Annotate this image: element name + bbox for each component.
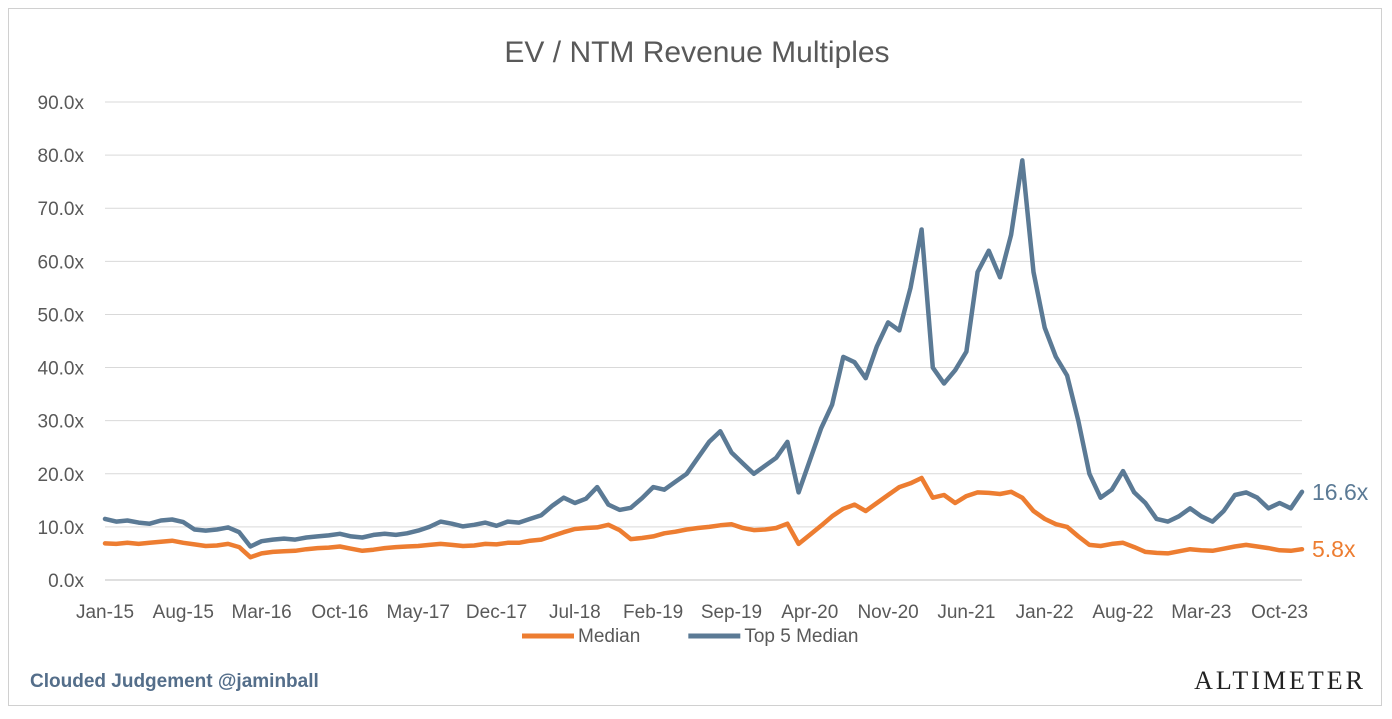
x-tick-label: Sep-19 [701, 602, 762, 623]
y-tick-label: 10.0x [38, 518, 85, 539]
y-tick-label: 80.0x [38, 146, 85, 167]
x-tick-label: Jan-22 [1016, 602, 1074, 623]
x-tick-label: Dec-17 [466, 602, 527, 623]
y-tick-label: 40.0x [38, 359, 85, 380]
x-tick-label: Apr-20 [781, 602, 838, 623]
brand-logo: ALTIMETER [1194, 666, 1366, 695]
y-tick-label: 90.0x [38, 93, 85, 114]
x-tick-label: Aug-22 [1092, 602, 1153, 623]
x-tick-label: Jun-21 [937, 602, 995, 623]
y-tick-label: 60.0x [38, 252, 85, 273]
x-tick-label: Nov-20 [857, 602, 918, 623]
legend-label: Top 5 Median [744, 626, 858, 647]
chart-frame [8, 8, 1382, 706]
y-tick-label: 30.0x [38, 412, 85, 433]
x-tick-label: Mar-16 [232, 602, 292, 623]
series-lines [102, 158, 1305, 560]
y-axis-ticks: 0.0x 10.0x 20.0x 30.0x 40.0x 50.0x 60.0x 70.0x 8… [38, 93, 85, 592]
gridlines [105, 101, 1302, 581]
chart-title: EV / NTM Revenue Multiples [504, 36, 889, 69]
end-value-label: 16.6x [1312, 479, 1369, 505]
x-tick-label: Aug-15 [153, 602, 214, 623]
x-tick-label: Jul-18 [549, 602, 601, 623]
legend: Median Top 5 Median [522, 626, 858, 647]
y-tick-label: 0.0x [48, 571, 84, 592]
x-tick-label: Jan-15 [76, 602, 134, 623]
legend-item: Top 5 Median [688, 626, 858, 647]
legend-label: Median [578, 626, 640, 647]
legend-item: Median [522, 626, 640, 647]
end-value-label: 5.8x [1312, 536, 1356, 562]
end-labels: 16.6x 5.8x [1312, 479, 1369, 562]
x-tick-label: Feb-19 [623, 602, 683, 623]
x-tick-label: Mar-23 [1171, 602, 1231, 623]
x-tick-label: Oct-23 [1251, 602, 1308, 623]
x-tick-label: May-17 [387, 602, 450, 623]
x-tick-label: Oct-16 [311, 602, 368, 623]
y-tick-label: 70.0x [38, 199, 85, 220]
y-tick-label: 50.0x [38, 305, 85, 326]
series-line-top-5-median [102, 158, 1305, 549]
footer-credit: Clouded Judgement @jaminball [30, 671, 319, 692]
x-axis-ticks: Jan-15 Aug-15 Mar-16 Oct-16 May-17 Dec-17 Jul-… [76, 602, 1308, 623]
y-tick-label: 20.0x [38, 465, 85, 486]
series-line-median [102, 475, 1305, 560]
